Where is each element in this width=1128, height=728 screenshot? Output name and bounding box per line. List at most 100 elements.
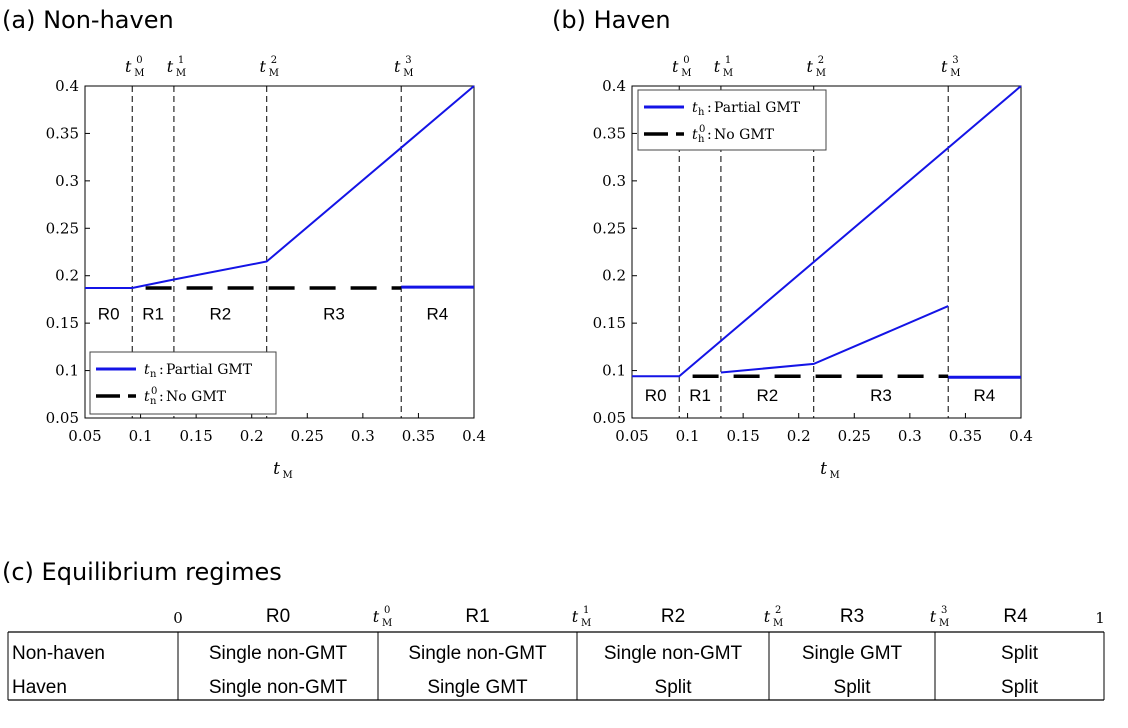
series-line: [632, 85, 1022, 378]
legend-symbol-sup: 0: [699, 124, 705, 135]
legend-symbol-sub: n: [150, 396, 157, 407]
legend-colon: :: [159, 362, 164, 378]
legend-symbol: t: [144, 362, 150, 378]
x-tick-label: 0.05: [68, 427, 101, 445]
legend-label: Partial GMT: [166, 362, 253, 378]
x-tick-label: 0.1: [676, 427, 700, 445]
y-tick-label: 0.4: [602, 77, 626, 95]
legend-label: Partial GMT: [714, 100, 801, 116]
x-tick-label: 0.3: [898, 427, 922, 445]
y-tick-label: 0.25: [46, 219, 79, 237]
legend-symbol: t: [692, 127, 698, 143]
table-cell: Split: [655, 677, 693, 698]
plot-frame: [84, 85, 475, 419]
threshold-label-sup: 1: [725, 55, 731, 66]
table-boundary-label-base: t: [572, 607, 579, 626]
legend-symbol-sub: h: [698, 134, 705, 145]
table-boundary-label: t 0 M: [373, 605, 392, 629]
threshold-label-sup: 0: [136, 55, 142, 66]
region-label: R0: [98, 304, 120, 323]
table-boundary-label-base: t: [373, 607, 380, 626]
threshold-label-base: t: [394, 57, 401, 76]
panel-b-haven: (b) Haven 0.05 0.1 0.15 0.2 0.25 0.3 0.35 0.4 0.0…: [552, 6, 1033, 481]
legend-entry: t n: Partial GMT: [144, 362, 253, 380]
threshold-label-sup: 2: [818, 55, 824, 66]
threshold-label-sup: 1: [178, 55, 184, 66]
x-tick-label: 0.2: [240, 427, 264, 445]
legend-symbol-sub: h: [698, 107, 705, 118]
table-boundary-label: t 3 M: [930, 605, 949, 629]
y-tick-label: 0.4: [55, 77, 79, 95]
y-tick-label: 0.3: [602, 172, 626, 190]
table-cell: Single non-GMT: [209, 643, 348, 664]
threshold-label-sub: M: [176, 68, 186, 79]
threshold-label: t 0 M: [672, 55, 691, 79]
threshold-label-base: t: [941, 57, 948, 76]
y-tick-label: 0.25: [593, 219, 626, 237]
threshold-label: t 1 M: [167, 55, 186, 79]
panel-title: (a) Non-haven: [2, 6, 174, 34]
x-tick-label: 0.25: [838, 427, 871, 445]
region-label: R2: [210, 304, 232, 323]
table-column-header: R3: [840, 606, 864, 627]
region-label: R1: [142, 304, 164, 323]
x-tick-label: 0.05: [615, 427, 648, 445]
threshold-label-base: t: [259, 57, 266, 76]
legend-symbol-sub: n: [150, 369, 157, 380]
legend-symbol-sup: 0: [151, 386, 157, 397]
table-boundary-label: 0: [173, 609, 183, 627]
x-tick-label: 0.2: [787, 427, 811, 445]
table-boundary-label-sub: M: [581, 618, 591, 629]
legend-colon: :: [707, 100, 712, 116]
table-boundary-label: t 1 M: [572, 605, 591, 629]
x-axis-label-sub: M: [283, 470, 293, 481]
y-tick-label: 0.05: [46, 409, 79, 427]
table-cell: Split: [1001, 677, 1039, 698]
region-label: R3: [870, 386, 892, 405]
table-row-label: Non-haven: [12, 643, 105, 664]
legend-symbol: t: [144, 389, 150, 405]
legend-colon: :: [707, 127, 712, 143]
table-boundary-label-sub: M: [382, 618, 392, 629]
threshold-label-base: t: [672, 57, 679, 76]
threshold-label-base: t: [714, 57, 721, 76]
series-partial-gmt: [632, 85, 1022, 378]
threshold-label-sub: M: [269, 68, 279, 79]
x-tick-label: 0.4: [1009, 427, 1033, 445]
x-tick-label: 0.25: [291, 427, 324, 445]
threshold-label-sup: 0: [683, 55, 689, 66]
table-boundary-label-sup: 0: [384, 605, 390, 616]
y-tick-label: 0.35: [46, 124, 79, 142]
threshold-label: t 2 M: [259, 55, 278, 79]
table-row: Haven Single non-GMT Single GMT Split Split S…: [12, 677, 1039, 698]
table-boundary-label-sup: 3: [941, 605, 947, 616]
threshold-label: t 3 M: [941, 55, 960, 79]
legend-label: No GMT: [166, 389, 227, 405]
table-cell: Split: [1001, 643, 1039, 664]
legend-entry: t 0n: No GMT: [144, 386, 227, 407]
panel-a-non-haven: (a) Non-haven 0.05 0.1 0.15 0.2 0.25 0.3 0.35 0.…: [2, 6, 486, 481]
threshold-label-sub: M: [403, 68, 413, 79]
y-tick-label: 0.15: [593, 314, 626, 332]
panel-title: (b) Haven: [552, 6, 671, 34]
threshold-label-sub: M: [134, 68, 144, 79]
table-column-header: R1: [465, 606, 489, 627]
threshold-label-base: t: [167, 57, 174, 76]
x-axis-label-base: t: [273, 459, 280, 479]
legend-symbol: t: [692, 100, 698, 116]
region-label: R2: [757, 386, 779, 405]
y-tick-label: 0.2: [602, 267, 626, 285]
region-label: R3: [323, 304, 345, 323]
table-boundary-label-sub: M: [939, 618, 949, 629]
y-tick-label: 0.2: [55, 267, 79, 285]
legend-box: [637, 89, 827, 151]
table-row: Non-haven Single non-GMT Single non-GMT Sin…: [12, 643, 1039, 664]
table-column-header: R2: [661, 606, 685, 627]
y-tick-label: 0.15: [46, 314, 79, 332]
x-tick-label: 0.3: [351, 427, 375, 445]
series-line: [720, 305, 949, 374]
